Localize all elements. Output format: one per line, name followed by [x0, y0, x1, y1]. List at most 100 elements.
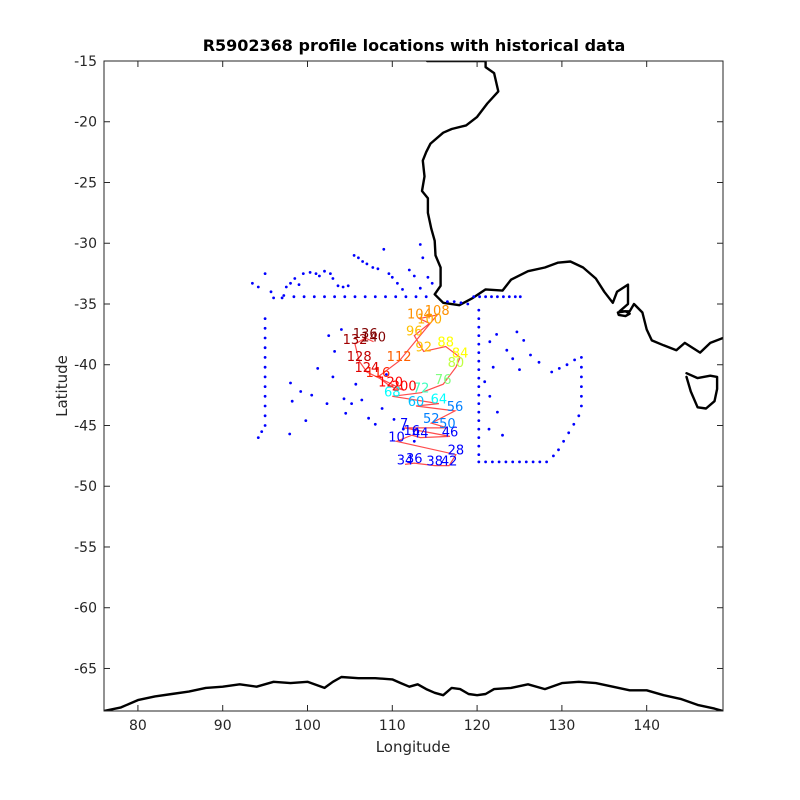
profile-label: 80 — [448, 356, 465, 371]
profile-label: 10 — [388, 430, 405, 445]
historical-point — [316, 367, 320, 370]
historical-point — [341, 285, 345, 289]
historical-point — [477, 334, 481, 337]
y-tick-label: -65 — [74, 661, 97, 677]
historical-point — [302, 295, 306, 299]
historical-point — [507, 295, 511, 299]
historical-point — [418, 286, 422, 290]
profile-label: 136 — [353, 327, 378, 342]
profile-label: 36 — [406, 452, 423, 467]
y-tick-label: -50 — [74, 479, 97, 495]
historical-point — [331, 375, 335, 379]
historical-point — [280, 296, 284, 300]
historical-point — [515, 330, 519, 334]
profile-label: 60 — [408, 395, 425, 410]
historical-point — [404, 295, 408, 299]
historical-point — [496, 410, 499, 414]
historical-point — [478, 295, 481, 299]
historical-point — [490, 295, 493, 299]
profile-label: 52 — [423, 412, 440, 427]
profile-label: 92 — [415, 340, 432, 355]
historical-point — [367, 416, 370, 420]
historical-point — [505, 348, 509, 352]
historical-point — [557, 367, 561, 370]
historical-point — [477, 385, 481, 388]
historical-point — [412, 274, 416, 278]
historical-point — [304, 419, 308, 422]
historical-point — [418, 243, 422, 246]
historical-point — [477, 402, 481, 405]
coastline-antarctica — [104, 675, 723, 711]
historical-point — [487, 427, 491, 431]
historical-point — [346, 284, 350, 288]
x-tick-label: 120 — [464, 718, 491, 734]
historical-point — [511, 357, 515, 361]
profile-label: 128 — [347, 350, 372, 365]
historical-point — [477, 359, 481, 363]
historical-point — [452, 300, 456, 303]
historical-point — [412, 439, 416, 443]
historical-point — [385, 373, 388, 376]
profile-label: 7 — [400, 417, 408, 432]
historical-point — [343, 295, 347, 299]
profile-label: 100 — [417, 312, 442, 327]
historical-point — [380, 407, 384, 410]
historical-point — [263, 414, 267, 418]
historical-point — [477, 308, 481, 312]
profile-label: 42 — [441, 455, 458, 470]
historical-point — [256, 285, 260, 289]
historical-point — [256, 436, 260, 439]
historical-point — [580, 356, 583, 359]
historical-point — [552, 454, 555, 458]
historical-point — [401, 288, 404, 291]
historical-point — [290, 399, 294, 403]
historical-point — [538, 460, 542, 464]
profile-label: 132 — [343, 333, 368, 348]
historical-point — [529, 353, 532, 357]
y-tick-label: -55 — [74, 540, 97, 556]
historical-point — [580, 404, 583, 408]
historical-point — [263, 375, 267, 379]
historical-point — [333, 295, 336, 299]
historical-point — [293, 277, 297, 280]
historical-point — [365, 262, 369, 266]
x-tick-label: 110 — [379, 718, 406, 734]
y-axis-label: Latitude — [53, 355, 71, 417]
profile-label: 16 — [404, 424, 421, 439]
historical-point — [292, 295, 296, 299]
historical-point — [344, 411, 348, 415]
historical-point — [557, 448, 560, 452]
y-tick-label: -40 — [74, 358, 97, 374]
historical-point — [352, 254, 356, 257]
historical-point — [288, 432, 292, 436]
historical-point — [396, 281, 399, 285]
historical-point — [263, 394, 267, 398]
coastline-tasmania — [685, 372, 719, 410]
historical-point — [331, 277, 335, 280]
historical-point — [263, 317, 267, 320]
historical-point — [488, 394, 492, 398]
profile-label: 96 — [406, 325, 423, 340]
historical-point — [477, 436, 481, 439]
profile-label: 34 — [397, 453, 414, 468]
historical-point — [477, 410, 481, 414]
historical-point — [263, 385, 267, 388]
historical-point — [477, 342, 481, 346]
historical-point — [299, 390, 303, 393]
historical-point — [382, 247, 386, 251]
historical-point — [522, 339, 526, 342]
y-tick-label: -60 — [74, 601, 97, 617]
historical-point — [477, 317, 481, 320]
historical-point — [573, 358, 576, 362]
historical-point — [325, 402, 329, 405]
historical-point — [360, 398, 364, 402]
historical-point — [459, 301, 463, 305]
historical-point — [363, 295, 367, 299]
profile-label: 72 — [413, 382, 430, 397]
axes-box — [103, 60, 724, 712]
historical-point — [329, 272, 332, 275]
historical-point — [312, 295, 316, 299]
historical-point — [340, 328, 343, 331]
historical-point — [502, 295, 505, 299]
x-tick-label: 140 — [633, 718, 660, 734]
